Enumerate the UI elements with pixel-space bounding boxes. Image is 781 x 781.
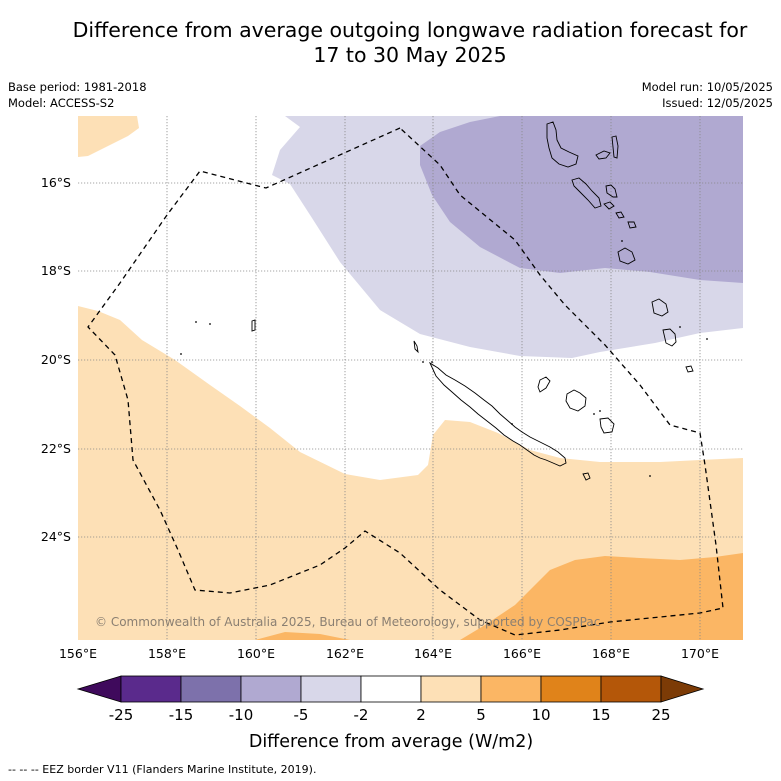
shepherd-islands [627, 221, 637, 229]
base-period: Base period: 1981-2018 [8, 80, 147, 94]
lon-label: 168°E [592, 646, 630, 661]
colorbar-title: Difference from average (W/m2) [249, 732, 533, 752]
new-caledonia-coast [428, 361, 567, 467]
colorbar-segment [120, 675, 182, 703]
malekula [571, 177, 602, 209]
aneityum [685, 365, 694, 373]
ambae [595, 150, 611, 160]
isle-of-pines [582, 472, 591, 481]
colorbar-tick-label: -25 [109, 706, 134, 724]
colorbar-extend-high [660, 675, 705, 703]
colorbar-segment [300, 675, 362, 703]
land-outlines [251, 121, 694, 481]
colorbar-extend-low [76, 675, 122, 703]
colorbar-tick-label: -15 [169, 706, 194, 724]
lon-label: 158°E [148, 646, 186, 661]
model-name: Model: ACCESS-S2 [8, 96, 115, 110]
lon-label: 156°E [59, 646, 97, 661]
lat-label: 18°S [41, 263, 71, 278]
colorbar-segment [480, 675, 542, 703]
eez-footnote: -- -- -- EEZ border V11 (Flanders Marine… [8, 763, 317, 776]
colorbar-tick-label: 15 [591, 706, 610, 724]
efate [617, 247, 636, 265]
meta-left: Base period: 1981-2018 Model: ACCESS-S2 [8, 79, 147, 111]
colorbar-tick-label: 25 [651, 706, 670, 724]
tiny-islets [180, 240, 708, 477]
colorbar-tick-label: -2 [354, 706, 369, 724]
model-run: Model run: 10/05/2025 [641, 80, 773, 94]
lon-label: 164°E [414, 646, 452, 661]
eez-border [87, 127, 724, 636]
colorbar-segment [240, 675, 302, 703]
colorbar-tick-label: 5 [476, 706, 486, 724]
title-line-2: 17 to 30 May 2025 [313, 43, 507, 67]
meta-right: Model run: 10/05/2025 Issued: 12/05/2025 [642, 79, 773, 111]
erromango [651, 298, 669, 317]
field-lavender [420, 116, 743, 283]
field-orange-south [255, 632, 350, 640]
colorbar: -25 -15 -10 -5 -2 2 5 10 15 25 [76, 675, 705, 724]
title-line-1: Difference from average outgoing longwav… [72, 18, 748, 42]
colorbar-tick-label: -5 [294, 706, 309, 724]
ouvea [537, 376, 551, 393]
longitude-labels: 156°E 158°E 160°E 162°E 164°E 166°E 168°… [59, 646, 719, 661]
lat-label: 24°S [41, 529, 71, 544]
pentecost [605, 184, 618, 198]
colorbar-tick-label: 10 [531, 706, 550, 724]
colorbar-segment [600, 675, 662, 703]
mare [599, 417, 615, 434]
latitude-labels: 16°S 18°S 20°S 22°S 24°S [41, 175, 71, 544]
colorbar-segment [360, 675, 422, 703]
field-orange-southeast [460, 553, 743, 640]
belep-islands [413, 340, 419, 354]
field-peach-topleft [78, 116, 139, 157]
small-islet-1 [251, 319, 256, 332]
lon-label: 162°E [326, 646, 364, 661]
issued-date: Issued: 12/05/2025 [662, 96, 773, 110]
lat-label: 16°S [41, 175, 71, 190]
colorbar-segment [180, 675, 242, 703]
espiritu-santo [546, 121, 579, 168]
colorbar-tick-label: -10 [229, 706, 254, 724]
colorbar-segment [420, 675, 482, 703]
chart-title: Difference from average outgoing longwav… [0, 18, 781, 68]
lon-label: 166°E [503, 646, 541, 661]
field-peach-south [78, 306, 743, 640]
lat-label: 20°S [41, 352, 71, 367]
lon-label: 170°E [681, 646, 719, 661]
tanna [662, 328, 677, 347]
colorbar-tick-label: 2 [416, 706, 426, 724]
lifou [565, 389, 587, 412]
anomaly-fields [78, 116, 743, 640]
lon-label: 160°E [237, 646, 275, 661]
epi [615, 211, 625, 219]
lat-label: 22°S [41, 441, 71, 456]
ambrym [603, 201, 615, 210]
maewo [611, 135, 619, 159]
copyright-text: © Commonwealth of Australia 2025, Bureau… [95, 615, 600, 629]
colorbar-segment [540, 675, 602, 703]
